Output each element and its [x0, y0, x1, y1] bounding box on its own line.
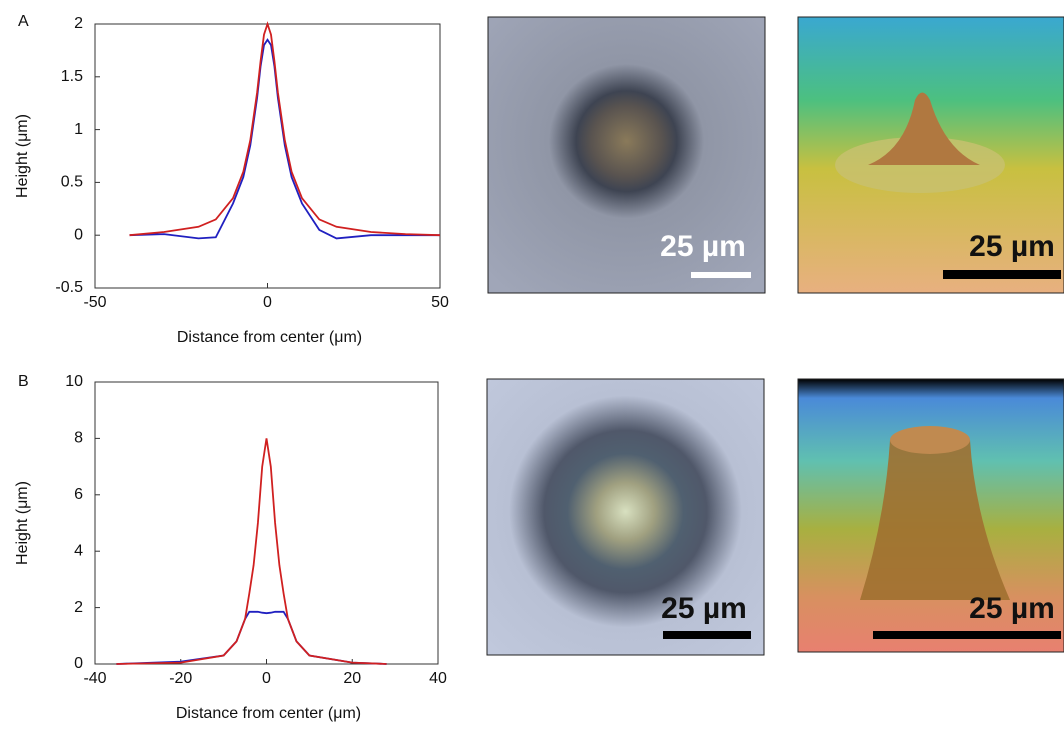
x-tick-label: 50: [431, 294, 449, 311]
panel-label: B: [18, 373, 29, 390]
y-axis-label: Height (μm): [14, 114, 31, 198]
y-tick-label: 0: [74, 655, 83, 672]
y-tick-label: 1: [74, 121, 83, 138]
scale-bar-label: 25 µm: [969, 230, 1055, 263]
x-tick-label: 40: [429, 670, 447, 687]
x-tick-label: 0: [262, 670, 271, 687]
mound: [868, 92, 980, 165]
y-tick-label: -0.5: [55, 279, 83, 296]
micrograph: [487, 16, 766, 294]
y-tick-label: 2: [74, 599, 83, 616]
scale-bar: [691, 272, 751, 278]
data-line: [116, 438, 387, 665]
x-axis-label: Distance from center (μm): [176, 705, 361, 722]
x-tick-label: -40: [83, 670, 106, 687]
y-tick-label: 1.5: [61, 68, 83, 85]
y-axis-label: Height (μm): [14, 481, 31, 565]
x-tick-label: -20: [169, 670, 192, 687]
y-tick-label: 6: [74, 486, 83, 503]
panel-label: A: [18, 13, 29, 30]
y-tick-label: 0.5: [61, 174, 83, 191]
y-tick-label: 4: [74, 542, 83, 559]
data-line: [129, 38, 440, 240]
data-line: [129, 21, 441, 237]
plot-frame: [94, 23, 441, 289]
x-tick-label: -50: [83, 294, 106, 311]
scale-bar-label: 25 µm: [969, 592, 1055, 625]
y-tick-label: 10: [65, 373, 83, 390]
y-tick-label: 8: [74, 430, 83, 447]
micrograph: [486, 378, 765, 656]
mound: [860, 430, 1010, 600]
scale-bar: [873, 631, 1061, 639]
x-axis-label: Distance from center (μm): [177, 329, 362, 346]
y-tick-label: 2: [74, 15, 83, 32]
scale-bar: [663, 631, 751, 639]
x-tick-label: 20: [343, 670, 361, 687]
y-tick-label: 0: [74, 226, 83, 243]
scale-bar-label: 25 µm: [661, 592, 747, 625]
mound-top: [890, 426, 970, 454]
plot-frame: [94, 381, 439, 665]
x-tick-label: 0: [263, 294, 272, 311]
scale-bar: [943, 270, 1061, 279]
scale-bar-label: 25 µm: [660, 230, 746, 263]
